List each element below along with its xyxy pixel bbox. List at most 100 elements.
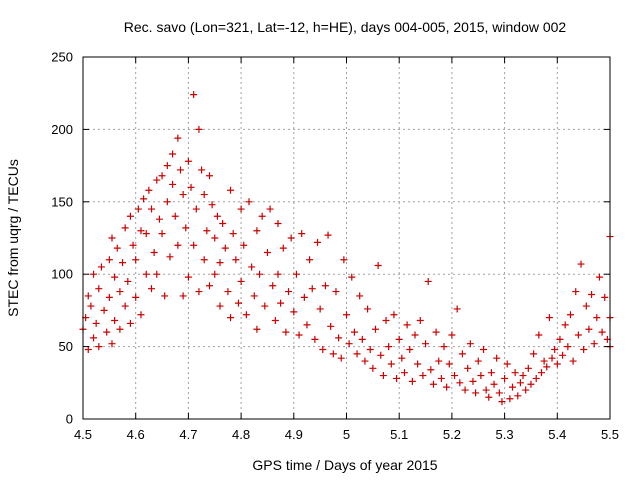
data-point <box>190 241 198 249</box>
data-point <box>245 198 253 206</box>
data-point <box>582 302 590 310</box>
data-point <box>179 292 187 300</box>
data-point <box>435 357 443 365</box>
data-point <box>371 325 379 333</box>
data-point <box>237 277 245 285</box>
data-point <box>530 350 538 358</box>
data-point <box>240 241 248 249</box>
data-point <box>95 343 103 351</box>
data-point <box>590 340 598 348</box>
data-point <box>545 314 553 322</box>
data-point <box>237 205 245 213</box>
y-tick-label: 0 <box>66 412 73 427</box>
data-point <box>553 360 561 368</box>
data-point <box>564 343 572 351</box>
data-point <box>200 256 208 264</box>
data-point <box>250 292 258 300</box>
data-point <box>198 166 206 174</box>
data-point <box>124 277 132 285</box>
data-point <box>290 308 298 316</box>
data-point <box>379 372 387 380</box>
data-point <box>282 328 290 336</box>
data-point <box>184 157 192 165</box>
data-point <box>216 259 224 267</box>
data-point <box>356 292 364 300</box>
data-point <box>487 369 495 377</box>
chart-title: Rec. savo (Lon=321, Lat=-12, h=HE), days… <box>124 19 567 35</box>
data-point <box>577 260 585 268</box>
x-tick-label: 4.7 <box>179 427 197 442</box>
data-point <box>340 256 348 264</box>
data-point <box>271 317 279 325</box>
data-point <box>190 91 198 99</box>
data-point <box>329 350 337 358</box>
data-point <box>121 302 129 310</box>
data-point <box>598 328 606 336</box>
data-point <box>522 386 530 394</box>
data-point <box>148 205 156 213</box>
data-point <box>142 230 150 238</box>
data-point <box>601 293 609 301</box>
x-tick-label: 4.5 <box>74 427 92 442</box>
data-point <box>343 311 350 319</box>
data-point <box>353 350 361 358</box>
data-point <box>387 360 395 368</box>
data-point <box>232 256 240 264</box>
data-point <box>203 227 211 235</box>
x-tick-label: 5.3 <box>496 427 514 442</box>
data-point <box>229 230 237 238</box>
data-point <box>316 305 324 313</box>
data-point <box>390 311 398 319</box>
data-point <box>192 205 200 213</box>
data-point <box>424 277 432 285</box>
data-point <box>274 220 282 228</box>
data-point <box>227 314 235 322</box>
data-point <box>366 345 374 353</box>
data-point <box>303 321 311 329</box>
data-point <box>153 270 161 278</box>
data-point <box>163 198 171 206</box>
data-point <box>427 366 435 374</box>
data-point <box>490 380 498 388</box>
y-tick-label: 200 <box>51 122 73 137</box>
data-point <box>279 244 287 252</box>
data-point <box>480 345 488 353</box>
data-point <box>308 285 316 293</box>
data-point <box>174 134 182 142</box>
x-tick-label: 4.8 <box>232 427 250 442</box>
data-point <box>311 335 319 343</box>
data-point <box>519 372 527 380</box>
data-point <box>348 273 356 281</box>
data-point <box>263 248 271 256</box>
data-point <box>95 285 103 293</box>
data-point <box>224 288 232 296</box>
data-point <box>498 398 506 406</box>
data-point <box>453 305 461 313</box>
data-point <box>92 319 100 327</box>
data-point <box>200 191 208 199</box>
data-point <box>361 357 369 365</box>
data-point <box>411 331 419 339</box>
data-point <box>524 364 532 372</box>
data-point <box>195 125 203 133</box>
data-point <box>440 343 448 351</box>
data-point <box>406 345 414 353</box>
data-point <box>266 205 274 213</box>
data-point <box>97 263 105 271</box>
data-point <box>169 150 177 158</box>
data-point <box>148 285 156 293</box>
data-point <box>166 253 174 261</box>
data-point <box>182 224 190 232</box>
data-point <box>585 325 593 333</box>
data-point <box>561 321 569 329</box>
data-point <box>298 230 306 238</box>
data-point <box>403 321 411 329</box>
data-point <box>153 176 161 184</box>
data-point <box>469 377 477 385</box>
data-point <box>314 238 322 246</box>
data-point <box>369 364 377 372</box>
data-point <box>227 186 235 194</box>
data-point <box>179 191 187 199</box>
data-point <box>445 360 453 368</box>
